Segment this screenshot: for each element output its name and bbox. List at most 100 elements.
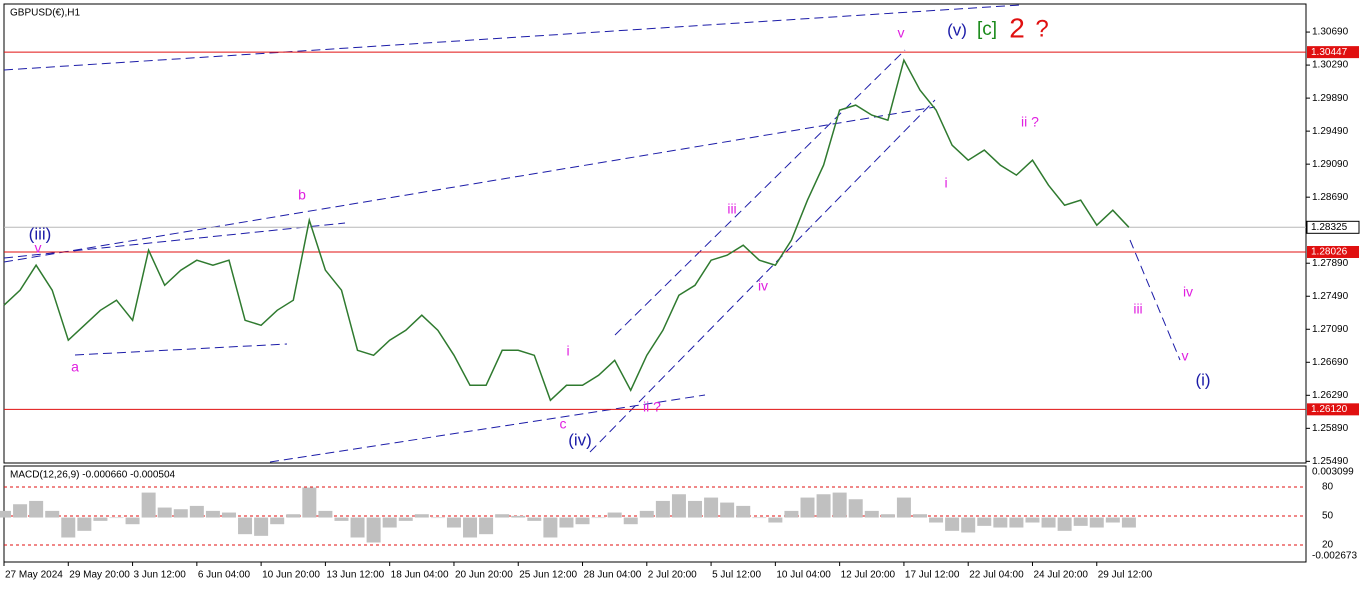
macd-bar <box>688 500 703 518</box>
y-tick-label: 1.25890 <box>1312 423 1349 434</box>
indicator-level-label: 50 <box>1322 511 1334 522</box>
x-tick-label: 13 Jun 12:00 <box>326 570 384 581</box>
y-tick-label: 1.25490 <box>1312 456 1349 467</box>
macd-bar <box>238 517 253 535</box>
macd-bar <box>671 494 686 518</box>
wave-label: iii <box>1133 301 1142 317</box>
level-label: 1.30447 <box>1311 47 1348 58</box>
y-tick-label: 1.27490 <box>1312 291 1349 302</box>
indicator-tick-label: 0.003099 <box>1312 467 1354 478</box>
projection-line <box>1129 239 1181 361</box>
trend-line <box>614 49 906 336</box>
wave-label: i <box>566 343 569 359</box>
wave-label: ? <box>1035 15 1048 42</box>
macd-bar <box>704 497 719 518</box>
macd-bar <box>945 517 960 531</box>
macd-bar <box>446 517 461 528</box>
macd-bar <box>1089 517 1104 528</box>
macd-bar <box>254 517 269 536</box>
x-tick-label: 29 Jul 12:00 <box>1098 570 1153 581</box>
macd-bar <box>125 517 140 525</box>
current-price-box <box>1306 220 1360 234</box>
macd-bar <box>623 517 638 525</box>
wave-label: b <box>298 187 306 203</box>
macd-bar <box>977 517 992 526</box>
y-tick-label: 1.28690 <box>1312 192 1349 203</box>
macd-bar <box>1105 517 1120 523</box>
macd-bar <box>366 517 381 543</box>
x-tick-label: 22 Jul 04:00 <box>969 570 1024 581</box>
trend-line <box>589 99 936 453</box>
x-tick-label: 10 Jul 04:00 <box>776 570 831 581</box>
macd-bar <box>848 499 863 518</box>
macd-bar <box>77 517 92 531</box>
macd-bar <box>479 517 494 535</box>
wave-label: [c] <box>977 19 997 40</box>
macd-bar <box>575 517 590 525</box>
macd-bar <box>832 492 847 518</box>
macd-bar <box>45 510 60 518</box>
level-box <box>1307 46 1359 59</box>
current-price-label: 1.28325 <box>1311 222 1348 233</box>
macd-bar <box>430 517 445 519</box>
macd-bar <box>720 502 735 518</box>
trend-line <box>269 394 706 463</box>
macd-bar <box>270 517 285 525</box>
macd-bar <box>93 517 108 521</box>
x-tick-label: 10 Jun 20:00 <box>262 570 320 581</box>
wave-label: iv <box>1183 284 1193 300</box>
indicator-tick-label: -0.002673 <box>1312 551 1357 562</box>
macd-bar <box>1057 517 1072 531</box>
level-label: 1.26120 <box>1311 404 1348 415</box>
macd-bar <box>880 514 895 518</box>
price-line <box>3 58 1130 402</box>
chart-title: GBPUSD(€),H1 <box>10 8 80 19</box>
wave-label: (iv) <box>568 430 592 449</box>
macd-bar <box>463 517 478 538</box>
y-tick-label: 1.27090 <box>1312 324 1349 335</box>
macd-bar <box>752 517 767 519</box>
wave-label: v <box>35 240 42 256</box>
macd-bar <box>784 510 799 518</box>
x-tick-label: 3 Jun 12:00 <box>134 570 187 581</box>
y-tick-label: 1.30690 <box>1312 27 1349 38</box>
indicator-level-label: 80 <box>1322 482 1334 493</box>
macd-bar <box>157 507 172 518</box>
wave-label: v <box>1182 348 1189 364</box>
macd-bar <box>109 517 124 519</box>
x-tick-label: 12 Jul 20:00 <box>841 570 896 581</box>
x-tick-label: 27 May 2024 <box>5 570 63 581</box>
wave-label: (i) <box>1195 370 1210 389</box>
wave-label: 2 <box>1009 12 1025 43</box>
y-tick-label: 1.27890 <box>1312 258 1349 269</box>
level-label: 1.28026 <box>1311 247 1348 258</box>
macd-bar <box>0 510 11 518</box>
x-tick-label: 5 Jul 12:00 <box>712 570 761 581</box>
macd-bar <box>205 510 220 518</box>
macd-bar <box>543 517 558 538</box>
macd-bar <box>1121 517 1136 528</box>
x-tick-label: 18 Jun 04:00 <box>391 570 449 581</box>
wave-label: ii ? <box>643 399 661 415</box>
main-pane <box>3 3 1307 464</box>
macd-bar <box>655 500 670 518</box>
wave-label: iv <box>758 278 768 294</box>
y-tick-label: 1.26690 <box>1312 357 1349 368</box>
x-tick-label: 29 May 20:00 <box>69 570 130 581</box>
macd-bar <box>334 517 349 521</box>
wave-label: i <box>944 175 947 191</box>
macd-bar <box>382 517 397 528</box>
x-tick-label: 24 Jul 20:00 <box>1033 570 1088 581</box>
x-tick-label: 20 Jun 20:00 <box>455 570 513 581</box>
x-tick-label: 6 Jun 04:00 <box>198 570 251 581</box>
x-tick-label: 28 Jun 04:00 <box>584 570 642 581</box>
macd-bar <box>607 512 622 518</box>
wave-label: (v) <box>947 20 967 39</box>
macd-bar <box>29 500 44 518</box>
macd-bar <box>1009 517 1024 528</box>
level-box <box>1307 245 1359 258</box>
x-tick-label: 17 Jul 12:00 <box>905 570 960 581</box>
macd-bar <box>559 517 574 528</box>
indicator-level-label: 20 <box>1322 540 1334 551</box>
